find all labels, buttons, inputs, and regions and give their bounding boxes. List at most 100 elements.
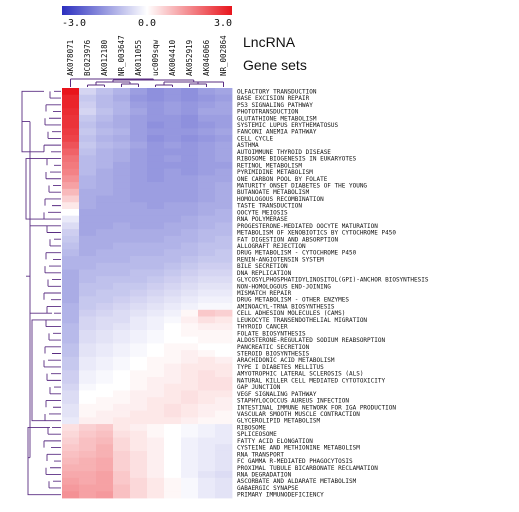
heatmap-cell xyxy=(198,457,216,465)
heatmap-cell xyxy=(130,188,148,196)
heatmap-cell xyxy=(215,471,233,479)
heatmap-cell xyxy=(147,88,165,96)
heatmap-cell xyxy=(198,94,216,102)
heatmap-cell xyxy=(147,464,165,472)
heatmap-cell xyxy=(147,256,165,264)
heatmap-cell xyxy=(198,316,216,324)
heatmap-cell xyxy=(198,323,216,331)
heatmap-cell xyxy=(181,329,199,338)
heatmap-cell xyxy=(113,417,131,425)
heatmap-cell xyxy=(198,188,216,196)
heatmap-cell xyxy=(96,256,114,264)
heatmap-cell xyxy=(130,114,148,123)
row-label: PROXIMAL TUBULE BICARBONATE RECLAMATION xyxy=(237,465,378,472)
heatmap-cell xyxy=(164,208,182,217)
heatmap-cell xyxy=(164,249,182,257)
heatmap-cell xyxy=(215,477,233,485)
heatmap-cell xyxy=(164,356,182,364)
heatmap-cell xyxy=(113,323,131,331)
heatmap-cell xyxy=(198,155,216,163)
heatmap-cell xyxy=(96,242,114,250)
heatmap-cell xyxy=(130,471,148,479)
heatmap-cell xyxy=(79,363,97,371)
heatmap-cell xyxy=(113,296,131,304)
row-label: RIBOSOME xyxy=(237,424,266,431)
heatmap-cell xyxy=(215,444,233,452)
heatmap-cell xyxy=(130,182,148,190)
heatmap-cell xyxy=(215,329,233,338)
heatmap-cell xyxy=(113,249,131,257)
heatmap-cell xyxy=(181,276,199,284)
heatmap-cell xyxy=(198,424,216,432)
heatmap-cell xyxy=(164,215,182,223)
heatmap-cell xyxy=(198,168,216,176)
heatmap-cell xyxy=(164,282,182,291)
heatmap-cell xyxy=(113,121,131,129)
heatmap-cell xyxy=(181,336,199,344)
heatmap-cell xyxy=(215,108,233,116)
heatmap-cell xyxy=(147,410,165,418)
row-dendrogram-branches xyxy=(21,90,61,496)
heatmap-cell xyxy=(215,195,233,203)
heatmap-cell xyxy=(113,282,131,291)
row-label: PANCREATIC SECRETION xyxy=(237,344,310,351)
heatmap-cell xyxy=(113,430,131,438)
heatmap-cell xyxy=(215,229,233,237)
heatmap-cell xyxy=(62,356,80,364)
heatmap-cell xyxy=(198,336,216,344)
heatmap-cell xyxy=(113,235,131,243)
heatmap-cell xyxy=(79,128,97,136)
heatmap-cell xyxy=(130,195,148,203)
row-label: SPLICEOSOME xyxy=(237,431,277,438)
heatmap-cell xyxy=(181,444,199,452)
heatmap-cell xyxy=(147,417,165,425)
heatmap-cell xyxy=(215,188,233,196)
heatmap-cell xyxy=(79,430,97,438)
heatmap-cell xyxy=(164,235,182,243)
heatmap-cell xyxy=(62,249,80,257)
heatmap-cell xyxy=(79,484,97,492)
heatmap-cell xyxy=(147,208,165,217)
heatmap-cell xyxy=(130,410,148,418)
column-labels: AK078071 BC023976 AK012180 NR_003647 AK01105… xyxy=(66,35,228,76)
heatmap-cell xyxy=(147,484,165,492)
row-label: VEGF SIGNALING PATHWAY xyxy=(237,391,317,398)
heatmap-cell xyxy=(79,464,97,472)
heatmap-cell xyxy=(96,457,114,465)
heatmap-cell xyxy=(198,296,216,304)
heatmap-cell xyxy=(113,309,131,317)
heatmap-cell xyxy=(181,101,199,109)
row-label: AMYOTROPHIC LATERAL SCLEROSIS (ALS) xyxy=(237,371,363,378)
heatmap-cell xyxy=(181,437,199,445)
heatmap-cell xyxy=(198,437,216,445)
heatmap-cell xyxy=(62,390,80,398)
heatmap-cell xyxy=(62,289,80,297)
heatmap-cell xyxy=(147,202,165,210)
heatmap-cell xyxy=(164,444,182,452)
heatmap-cell xyxy=(198,249,216,257)
heatmap-cell xyxy=(62,282,80,291)
row-label: OOCYTE MEIOSIS xyxy=(237,209,288,216)
heatmap-cell xyxy=(79,188,97,196)
heatmap-cell xyxy=(130,208,148,217)
heatmap-cell xyxy=(147,383,165,391)
heatmap-cell xyxy=(130,484,148,492)
heatmap-cell xyxy=(198,262,216,270)
heatmap-cell xyxy=(62,168,80,176)
heatmap-cell xyxy=(62,377,80,385)
heatmap-cell xyxy=(130,491,148,499)
heatmap-cell xyxy=(79,175,97,183)
heatmap-cell xyxy=(130,262,148,270)
heatmap-cell xyxy=(215,155,233,163)
heatmap-cell xyxy=(79,350,97,358)
heatmap-cell xyxy=(181,108,199,116)
row-label: STEROID BIOSYNTHESIS xyxy=(237,351,310,358)
heatmap-cell xyxy=(62,148,80,156)
heatmap-cell xyxy=(96,450,114,459)
heatmap-cell xyxy=(198,114,216,123)
heatmap-cell xyxy=(181,148,199,156)
heatmap-cell xyxy=(96,437,114,445)
heatmap-cell xyxy=(164,114,182,123)
heatmap-cell xyxy=(147,329,165,338)
